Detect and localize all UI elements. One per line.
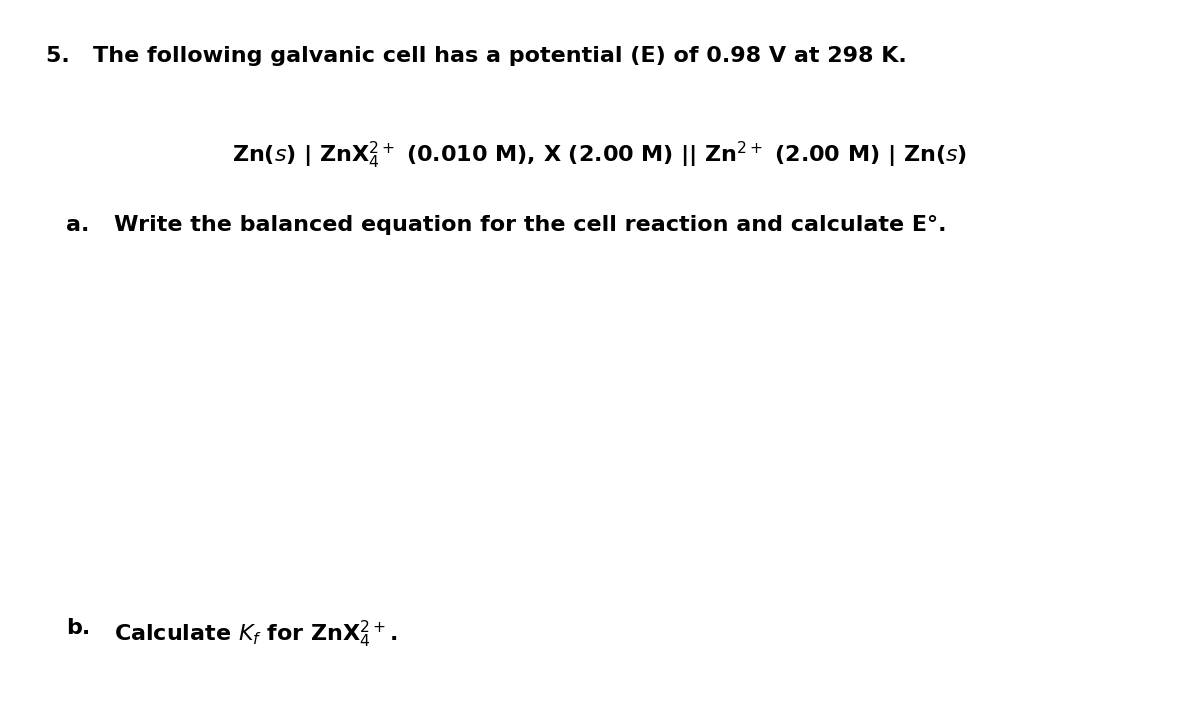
Text: Calculate $K_f$ for ZnX$_4^{2+}$.: Calculate $K_f$ for ZnX$_4^{2+}$. [114,618,397,650]
Text: Write the balanced equation for the cell reaction and calculate E°.: Write the balanced equation for the cell… [114,214,947,235]
Text: 5.   The following galvanic cell has a potential (E) of 0.98 V at 298 K.: 5. The following galvanic cell has a pot… [46,46,906,66]
Text: b.: b. [66,618,90,638]
Text: a.: a. [66,214,89,235]
Text: Zn($s$) | ZnX$_4^{2+}$ (0.010 M), X (2.00 M) || Zn$^{2+}$ (2.00 M) | Zn($s$): Zn($s$) | ZnX$_4^{2+}$ (0.010 M), X (2.0… [233,139,967,171]
